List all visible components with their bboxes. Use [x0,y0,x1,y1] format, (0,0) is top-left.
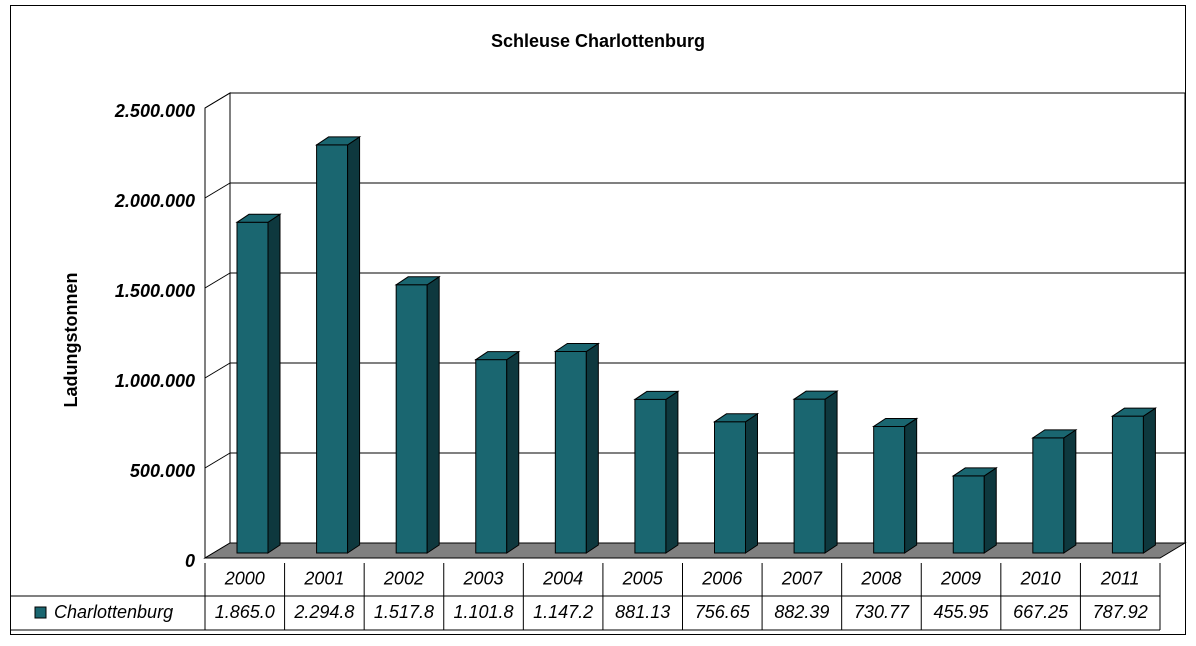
chart-title: Schleuse Charlottenburg [491,31,705,51]
bar-face [983,466,997,554]
bar-face [872,417,919,427]
data-table-value: 787.92 [1093,602,1148,622]
bar-face [714,421,746,554]
grid-line-side [204,182,231,199]
bar [474,350,521,554]
x-tick-label: 2002 [383,568,424,588]
y-tick-label: 2.000.000 [114,191,195,211]
bar-face [236,221,269,554]
data-table-value: 881.13 [615,602,670,622]
data-table-value: 1.865.0 [215,602,275,622]
grid-line-side [204,272,231,289]
back-wall [229,92,1186,544]
y-tick-label: 0 [185,551,195,571]
bar-face [1031,429,1078,439]
x-tick-label: 2007 [781,568,823,588]
bar-face [474,351,521,361]
x-tick-label: 2005 [622,568,664,588]
bar-face [267,213,281,554]
data-table-value: 730.77 [854,602,910,622]
bar-face [792,390,839,400]
bar [235,213,282,554]
y-axis-label: Ladungstonnen [61,273,81,408]
bar [633,390,680,554]
bar-face [633,390,680,400]
bar-face [506,350,520,554]
bar-face [1063,428,1077,554]
bar-face [553,343,600,353]
x-tick-label: 2009 [940,568,981,588]
legend-key [34,606,47,619]
bar-face [1110,407,1158,417]
floor [203,542,1187,559]
grid-line-side [204,362,231,379]
bar-face [793,398,826,554]
bar-face [824,390,838,554]
data-table-value: 1.147.2 [533,602,593,622]
bar-face [235,213,282,223]
bar-face [395,284,428,554]
bar [394,275,441,554]
bar-face [1142,407,1156,554]
bar [1110,407,1158,554]
bar-face [904,417,918,554]
bar-face [585,342,599,554]
y-tick-label: 2.500.000 [114,101,195,121]
data-table-value: 1.517.8 [374,602,434,622]
bar [314,136,362,554]
x-tick-label: 2004 [542,568,583,588]
bar-face [634,398,667,554]
bar [712,412,760,554]
bar-face [394,276,441,286]
bar-face [712,413,760,423]
x-tick-label: 2006 [701,568,743,588]
bar-face [475,359,508,554]
data-table-value: 882.39 [774,602,829,622]
x-tick-label: 2003 [463,568,504,588]
x-tick-label: 2011 [1100,568,1140,588]
bar [872,417,919,554]
y-tick-label: 1.000.000 [115,371,195,391]
bar [1031,428,1078,554]
grid-line-side [204,92,231,109]
bar-face [873,425,906,554]
data-table-value: 756.65 [695,602,751,622]
bar-face [347,136,361,554]
x-tick-label: 2008 [860,568,901,588]
y-tick-label: 500.000 [130,461,195,481]
bar-face [745,412,758,554]
bar [951,466,998,554]
data-table-value: 455.95 [934,602,990,622]
grid-line-side [204,452,231,469]
bar-face [314,136,362,146]
data-table-value: 2.294.8 [293,602,354,622]
bar-face [951,467,998,477]
left-wall [204,92,231,559]
bar-face [316,144,349,554]
data-table-value: 1.101.8 [454,602,514,622]
bar-face [1111,415,1144,554]
bar [553,342,600,554]
x-tick-label: 2000 [224,568,265,588]
bar-face [665,390,679,554]
bar-face [554,351,587,554]
bar-face [952,475,985,554]
data-table-value: 667.25 [1013,602,1069,622]
bar-face [1032,437,1065,554]
bar-face [426,275,440,554]
legend-label: Charlottenburg [54,602,173,622]
y-tick-label: 1.500.000 [115,281,195,301]
bar [792,390,839,554]
x-tick-label: 2010 [1020,568,1061,588]
x-tick-label: 2001 [303,568,344,588]
